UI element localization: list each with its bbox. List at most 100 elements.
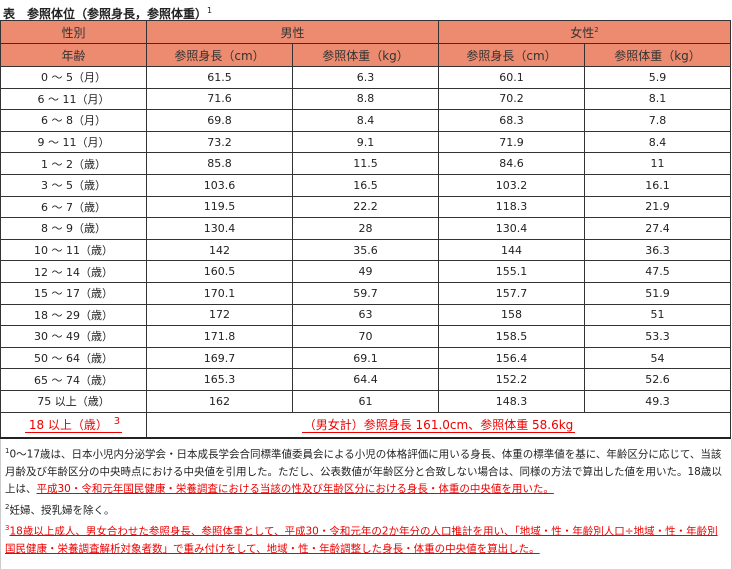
cell-height-female: 158 <box>438 303 586 327</box>
cell-age: 30 ～ 49（歳） <box>0 325 147 348</box>
footnote-1: 10～17歳は、日本小児内分泌学会・日本成長学会合同標準値委員会による小児の体格… <box>5 443 727 499</box>
table-row: 1 ～ 2（歳） 85.8 11.5 84.6 11 <box>0 152 732 175</box>
table-row: 9 ～ 11（月） 73.2 9.1 71.9 8.4 <box>0 130 732 154</box>
cell-height-male: 162 <box>146 389 293 413</box>
fn2-text: 妊婦、授乳婦を除く。 <box>9 504 115 516</box>
cell-weight-female: 51 <box>584 303 732 327</box>
footnote-3: 318歳以上成人、男女合わせた参照身長、参照体重として、平成30・令和元年の2か… <box>5 520 727 559</box>
table-row: 6 ～ 8（月） 69.8 8.4 68.3 7.8 <box>0 109 732 132</box>
cell-age: 12 ～ 14（歳） <box>0 260 147 283</box>
cell-weight-male: 61 <box>291 389 440 413</box>
cell-weight-male: 16.5 <box>291 173 440 197</box>
cell-height-male: 85.8 <box>146 152 293 175</box>
cell-age: 10 ～ 11（歳） <box>0 238 147 262</box>
cell-weight-female: 7.8 <box>584 109 732 132</box>
cell-age: 9 ～ 11（月） <box>0 130 147 154</box>
table-row: 6 ～ 7（歳） 119.5 22.2 118.3 21.9 <box>0 195 732 219</box>
cell-height-female: 152.2 <box>438 368 586 391</box>
cell-age: 18 ～ 29（歳） <box>0 303 147 327</box>
cell-height-male: 130.4 <box>146 217 293 240</box>
cell-height-female: 157.7 <box>438 281 586 305</box>
cell-weight-male: 8.4 <box>291 109 440 132</box>
fn1-text: 0～17歳は、日本小児内分泌学会・日本成長学会合同標準値委員会による小児の体格評… <box>5 448 722 495</box>
cell-height-male: 142 <box>146 238 293 262</box>
female-sup: 2 <box>594 25 599 34</box>
cell-height-male: 119.5 <box>146 195 293 219</box>
cell-weight-female: 8.4 <box>584 130 732 154</box>
cell-weight-male: 49 <box>291 260 440 283</box>
cell-height-male: 172 <box>146 303 293 327</box>
cell-weight-female: 52.6 <box>584 368 732 391</box>
table-row: 50 ～ 64（歳） 169.7 69.1 156.4 54 <box>0 346 732 370</box>
fn3-sup: 3 <box>5 523 10 532</box>
cell-height-female: 144 <box>438 238 586 262</box>
fn2-sup: 2 <box>5 502 10 511</box>
cell-weight-female: 51.9 <box>584 281 732 305</box>
table-title: 表 参照体位（参照身長，参照体重）1 <box>0 0 732 21</box>
header-weight-female: 参照体重（kg） <box>584 43 732 67</box>
header-female: 女性2 <box>438 20 732 44</box>
cell-weight-male: 11.5 <box>291 152 440 175</box>
cell-height-female: 70.2 <box>438 87 586 111</box>
table-row: 3 ～ 5（歳） 103.6 16.5 103.2 16.1 <box>0 173 732 197</box>
total-row: 18 以上（歳） 3 （男女計）参照身長 161.0cm、参照体重 58.6kg <box>0 411 732 439</box>
cell-weight-male: 63 <box>291 303 440 327</box>
table-row: 65 ～ 74（歳） 165.3 64.4 152.2 52.6 <box>0 368 732 391</box>
total-value-text: （男女計）参照身長 161.0cm、参照体重 58.6kg <box>301 418 576 433</box>
table-row: 0 ～ 5（月） 61.5 6.3 60.1 5.9 <box>0 66 732 89</box>
header-height-male: 参照身長（cm） <box>146 43 293 67</box>
header-weight-male: 参照体重（kg） <box>291 43 440 67</box>
header-height-female: 参照身長（cm） <box>438 43 586 67</box>
cell-weight-female: 47.5 <box>584 260 732 283</box>
cell-age: 6 ～ 8（月） <box>0 109 147 132</box>
fn1-sup: 1 <box>5 446 10 455</box>
cell-weight-male: 8.8 <box>291 87 440 111</box>
cell-weight-male: 9.1 <box>291 130 440 154</box>
total-label-text: 18 以上（歳） <box>26 418 110 433</box>
cell-weight-female: 5.9 <box>584 66 732 89</box>
footnotes: 10～17歳は、日本小児内分泌学会・日本成長学会合同標準値委員会による小児の体格… <box>1 438 731 559</box>
total-value: （男女計）参照身長 161.0cm、参照体重 58.6kg <box>145 411 732 439</box>
cell-height-female: 148.3 <box>438 389 586 413</box>
cell-weight-male: 35.6 <box>291 238 440 262</box>
cell-age: 65 ～ 74（歳） <box>0 368 147 391</box>
cell-height-male: 160.5 <box>146 260 293 283</box>
table-row: 6 ～ 11（月） 71.6 8.8 70.2 8.1 <box>0 87 732 111</box>
cell-height-female: 60.1 <box>438 66 586 89</box>
cell-weight-female: 8.1 <box>584 87 732 111</box>
cell-weight-female: 53.3 <box>584 325 732 348</box>
cell-height-female: 158.5 <box>438 325 586 348</box>
cell-age: 6 ～ 7（歳） <box>0 195 147 219</box>
cell-age: 6 ～ 11（月） <box>0 87 147 111</box>
cell-height-female: 103.2 <box>438 173 586 197</box>
cell-weight-female: 16.1 <box>584 173 732 197</box>
cell-age: 8 ～ 9（歳） <box>0 217 147 240</box>
cell-height-male: 171.8 <box>146 325 293 348</box>
title-sup: 1 <box>207 6 213 15</box>
cell-weight-female: 11 <box>584 152 732 175</box>
cell-height-female: 68.3 <box>438 109 586 132</box>
table-row: 30 ～ 49（歳） 171.8 70 158.5 53.3 <box>0 325 732 348</box>
cell-height-male: 170.1 <box>146 281 293 305</box>
fn1-red-text: 平成30・令和元年国民健康・栄養調査における当該の性及び年齢区分における身長・体… <box>36 483 554 495</box>
header-sex: 性別 <box>0 20 147 44</box>
cell-height-female: 71.9 <box>438 130 586 154</box>
fn3-red-text: 18歳以上成人、男女合わせた参照身長、参照体重として、平成30・令和元年の2か年… <box>5 525 718 555</box>
cell-weight-male: 59.7 <box>291 281 440 305</box>
table-row: 15 ～ 17（歳） 170.1 59.7 157.7 51.9 <box>0 281 732 305</box>
cell-height-female: 118.3 <box>438 195 586 219</box>
cell-height-male: 165.3 <box>146 368 293 391</box>
cell-age: 0 ～ 5（月） <box>0 66 147 89</box>
table-row: 8 ～ 9（歳） 130.4 28 130.4 27.4 <box>0 217 732 240</box>
cell-height-male: 69.8 <box>146 109 293 132</box>
total-sup: 3 <box>113 416 121 427</box>
female-label: 女性 <box>570 25 595 40</box>
cell-weight-female: 36.3 <box>584 238 732 262</box>
total-label: 18 以上（歳） 3 <box>0 411 147 439</box>
table-row: 75 以上（歳） 162 61 148.3 49.3 <box>0 389 732 413</box>
cell-height-male: 73.2 <box>146 130 293 154</box>
header-age: 年齢 <box>0 43 147 67</box>
cell-weight-male: 6.3 <box>291 66 440 89</box>
cell-height-male: 169.7 <box>146 346 293 370</box>
header-male: 男性 <box>145 20 440 44</box>
